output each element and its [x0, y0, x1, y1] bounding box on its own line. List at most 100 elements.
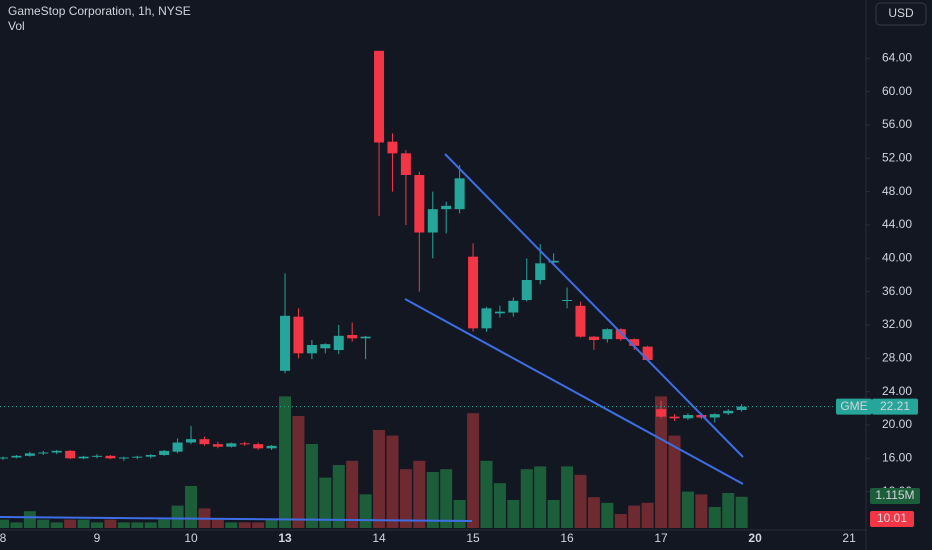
y-tick-label: 16.00 [882, 451, 912, 465]
volume-bar [0, 519, 9, 528]
candle-body [226, 443, 237, 447]
candle-body [374, 50, 385, 143]
candle-body [293, 316, 304, 354]
volume-bar [641, 502, 654, 528]
volume-bar [185, 486, 198, 528]
y-tick-label: 24.00 [882, 384, 912, 398]
x-tick-label: 8 [0, 531, 7, 545]
candle-body [562, 300, 573, 301]
candle-body [11, 455, 22, 458]
candle-body [145, 455, 156, 457]
volume-bar [171, 505, 184, 528]
trendline [444, 153, 744, 458]
volume-bar [131, 522, 144, 528]
y-tick-label: 64.00 [882, 51, 912, 65]
candle-body [280, 315, 291, 371]
x-tick-label: 20 [748, 531, 762, 545]
volume-bar [346, 460, 359, 528]
volume-bar [587, 497, 600, 528]
volume-ma-badge: 10.01 [877, 511, 907, 525]
volume-bar [601, 502, 614, 528]
volume-badge-bg [870, 488, 920, 504]
candle-body [508, 300, 519, 313]
candle-body [723, 410, 734, 414]
y-tick-label: 48.00 [882, 184, 912, 198]
trendline [404, 298, 744, 485]
candle-body [78, 456, 89, 459]
candle-body [159, 450, 170, 455]
candle-body [387, 141, 398, 154]
candle-body [51, 450, 62, 453]
volume-bar [292, 416, 305, 528]
volume-bar [158, 519, 171, 528]
price-badge: 22.21 [880, 399, 910, 413]
candle-body [682, 415, 693, 419]
volume-bar [628, 505, 641, 528]
currency-label[interactable]: USD [888, 6, 914, 20]
y-tick-label: 56.00 [882, 117, 912, 131]
candle-body [535, 263, 546, 280]
volume-bar [614, 514, 627, 528]
candle-body [481, 308, 492, 329]
volume-bar [681, 491, 694, 528]
volume-badge: 1.115M [875, 488, 914, 502]
volume-bar [10, 522, 23, 528]
candle-body [656, 409, 667, 417]
volume-bar [440, 469, 453, 528]
volume-bar [708, 507, 721, 528]
volume-bar [279, 396, 292, 528]
volume-bar [507, 500, 520, 528]
candle-body [0, 457, 8, 459]
symbol-badge-bg [836, 398, 872, 415]
volume-bar [104, 519, 117, 528]
candle-body [239, 443, 250, 445]
candle-body [441, 205, 452, 210]
candle-body [696, 415, 707, 418]
volume-bar [305, 444, 318, 528]
candle-body [602, 329, 613, 340]
volume-bar [735, 496, 748, 528]
candle-body [494, 311, 505, 314]
volume-bar [574, 474, 587, 528]
candle-body [266, 445, 277, 449]
plot [0, 50, 748, 528]
volume-bar [50, 522, 63, 528]
x-tick-label: 16 [560, 531, 574, 545]
volume-bar [37, 519, 50, 528]
candle-body [347, 335, 358, 339]
y-tick-label: 36.00 [882, 284, 912, 298]
candle-body [736, 406, 747, 410]
x-tick-label: 15 [466, 531, 480, 545]
volume-bar [211, 519, 224, 528]
candle-body [709, 414, 720, 418]
candle-body [132, 456, 143, 458]
volume-bar [413, 460, 426, 528]
volume-bar [64, 519, 77, 528]
candle-body [669, 416, 680, 419]
volume-bar [225, 522, 238, 528]
candle-body [186, 439, 197, 443]
x-tick-label: 9 [94, 531, 101, 545]
volume-bar [91, 522, 104, 528]
volume-bar [655, 396, 668, 528]
volume-bar [332, 465, 345, 528]
volume-bar [252, 522, 265, 528]
volume-bar [668, 435, 681, 528]
candle-body [642, 346, 653, 360]
y-tick-label: 60.00 [882, 84, 912, 98]
candle-body [400, 153, 411, 175]
candle-body [172, 442, 183, 452]
volume-bar [426, 472, 439, 528]
volume-bar [493, 483, 506, 528]
volume-ma-badge-bg [870, 511, 914, 527]
candle-body [118, 457, 129, 459]
currency-button[interactable] [875, 2, 927, 26]
volume-bar [722, 493, 735, 528]
y-tick-label: 20.00 [882, 417, 912, 431]
candle-body [629, 339, 640, 346]
x-tick-label: 10 [184, 531, 198, 545]
volume-bar [359, 494, 372, 528]
volume-bar [399, 469, 412, 528]
